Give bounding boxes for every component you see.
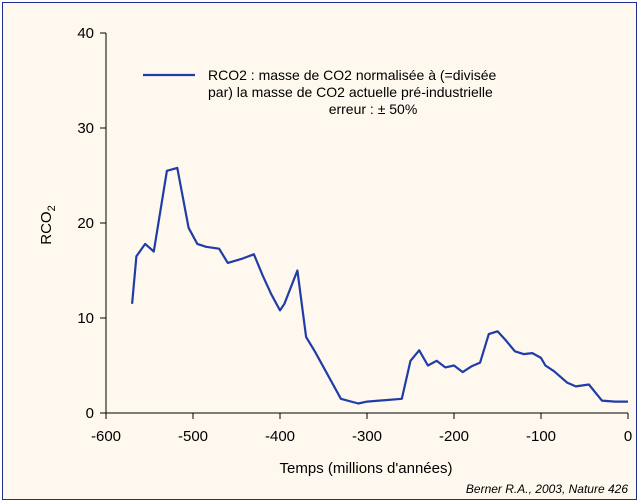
y-axis-title-subscript: 2: [46, 205, 58, 211]
x-tick-label: -200: [439, 428, 469, 445]
x-tick-label: -400: [265, 428, 295, 445]
legend-line-1: RCO2 : masse de CO2 normalisée à (=divis…: [208, 67, 496, 83]
legend: RCO2 : masse de CO2 normalisée à (=divis…: [143, 67, 496, 117]
y-axis-title: RCO2: [38, 205, 58, 244]
source-credit: Berner R.A., 2003, Nature 426: [466, 482, 628, 496]
x-tick-label: -500: [178, 428, 208, 445]
y-tick-label: 20: [77, 215, 94, 232]
x-tick-label: -100: [526, 428, 556, 445]
x-tick-label: 0: [624, 428, 632, 445]
y-axis-title-main: RCO: [38, 211, 55, 244]
tick-labels: -600 -500 -400 -300 -200 -100 0 0 10 20 30 40: [77, 25, 632, 445]
y-tick-label: 40: [77, 25, 94, 42]
ticks: [100, 32, 629, 419]
series-group: [131, 166, 628, 405]
chart-frame: -600 -500 -400 -300 -200 -100 0 0 10 20 30 40 Temps…: [2, 2, 637, 500]
legend-line-2: par) la masse de CO2 actuelle pré-indust…: [208, 84, 493, 100]
x-tick-label: -600: [91, 428, 121, 445]
y-tick-label: 0: [86, 405, 94, 422]
chart-svg: -600 -500 -400 -300 -200 -100 0 0 10 20 30 40 Temps…: [38, 25, 632, 496]
x-axis-title: Temps (millions d'années): [280, 460, 453, 477]
y-tick-label: 10: [77, 310, 94, 327]
x-tick-label: -300: [352, 428, 382, 445]
legend-line-3: erreur : ± 50%: [329, 101, 418, 117]
series-line-0: [131, 166, 628, 405]
y-tick-label: 30: [77, 120, 94, 137]
